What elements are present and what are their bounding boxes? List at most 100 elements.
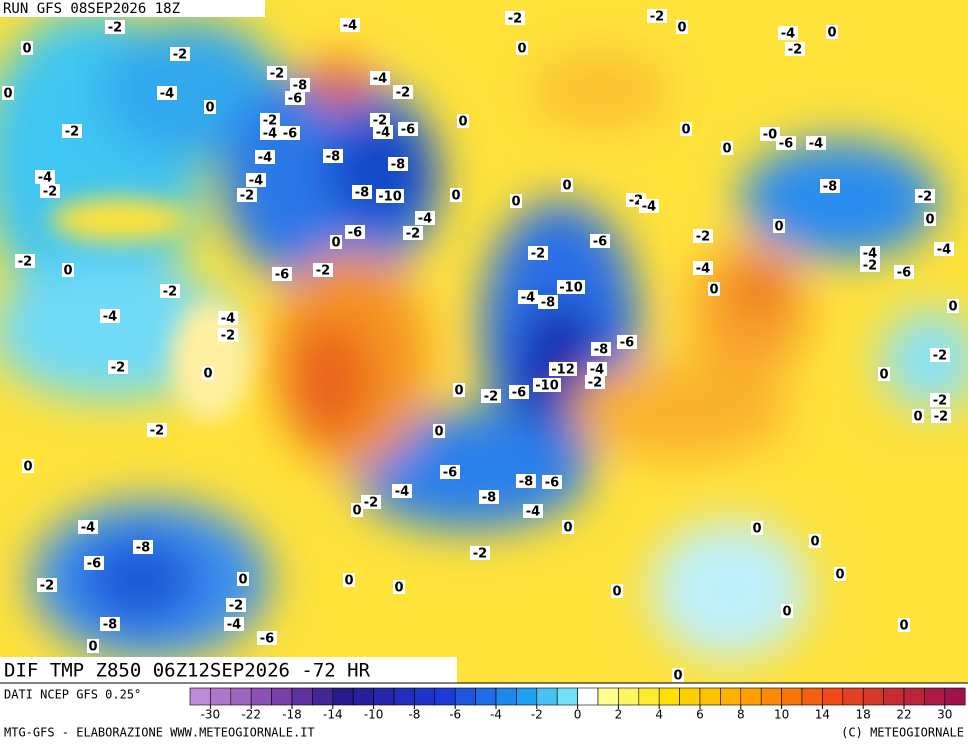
- label-bg: [280, 126, 300, 140]
- colorbar-swatch: [740, 687, 762, 706]
- colorbar-swatch: [271, 687, 293, 706]
- label-bg: [100, 617, 120, 631]
- label-bg: [170, 47, 190, 61]
- contour-label: -8: [482, 491, 496, 506]
- colorbar-swatch: [862, 687, 884, 706]
- contour-label: 0: [752, 522, 761, 537]
- contour-label: 0: [563, 521, 572, 536]
- colorbar-swatch: [230, 687, 252, 706]
- contour-label: 0: [925, 213, 934, 228]
- label-bg: [931, 409, 951, 423]
- contour-label: -4: [249, 174, 263, 189]
- contour-label: -4: [863, 247, 877, 262]
- contour-label: 0: [810, 535, 819, 550]
- label-bg: [393, 85, 413, 99]
- colorbar-swatch: [577, 687, 599, 706]
- contour-label: -6: [897, 266, 911, 281]
- contour-label: -12: [551, 363, 575, 378]
- label-bg: [934, 242, 954, 256]
- colorbar-tick-label: -14: [323, 708, 343, 722]
- colorbar-swatch: [414, 687, 436, 706]
- colorbar-swatch: [760, 687, 782, 706]
- label-bg: [510, 194, 522, 208]
- label-bg: [930, 393, 950, 407]
- run-title: RUN GFS 08SEP2026 18Z: [3, 1, 180, 17]
- contour-label: -2: [406, 227, 420, 242]
- colorbar-tick-label: -8: [408, 708, 420, 722]
- colorbar-swatch: [822, 687, 844, 706]
- contour-label: 0: [3, 87, 12, 102]
- label-bg: [204, 100, 216, 114]
- label-bg: [721, 141, 733, 155]
- contour-label: -6: [283, 127, 297, 142]
- colorbar-tick-label: -6: [449, 708, 461, 722]
- contour-label: 0: [331, 236, 340, 251]
- label-bg: [290, 78, 310, 92]
- contour-label: -4: [373, 72, 387, 87]
- contour-label: 0: [673, 669, 682, 684]
- label-bg: [912, 409, 924, 423]
- label-bg: [915, 189, 935, 203]
- label-bg: [343, 573, 355, 587]
- label-bg: [585, 375, 605, 389]
- colorbar-swatch: [638, 687, 660, 706]
- label-bg: [202, 366, 214, 380]
- label-bg: [898, 618, 910, 632]
- contour-label: -10: [378, 190, 402, 205]
- colorbar-tick-label: -10: [364, 708, 384, 722]
- label-bg: [35, 170, 55, 184]
- contour-label: -4: [38, 171, 52, 186]
- contour-label: -4: [937, 243, 951, 258]
- label-bg: [313, 263, 333, 277]
- contour-label: -2: [473, 547, 487, 562]
- contour-label: -2: [270, 67, 284, 82]
- label-bg: [370, 113, 390, 127]
- contour-label: -6: [620, 336, 634, 351]
- contour-label: -8: [326, 150, 340, 165]
- colorbar-swatch: [332, 687, 354, 706]
- contour-label: 0: [344, 574, 353, 589]
- contour-label: -4: [590, 363, 604, 378]
- contour-label: -6: [545, 476, 559, 491]
- label-bg: [133, 540, 153, 554]
- label-bg: [285, 91, 305, 105]
- label-bg: [433, 424, 445, 438]
- label-bg: [450, 188, 462, 202]
- label-bg: [470, 546, 490, 560]
- colorbar-tick-label: -30: [201, 708, 221, 722]
- label-bg: [509, 385, 529, 399]
- contour-label: 0: [88, 640, 97, 655]
- map: [0, 0, 968, 683]
- label-bg: [781, 604, 793, 618]
- label-bg: [693, 261, 713, 275]
- label-bg: [518, 290, 538, 304]
- label-bg: [773, 219, 785, 233]
- contour-label: -2: [788, 43, 802, 58]
- colorbar-swatch: [495, 687, 517, 706]
- contour-label: -2: [934, 410, 948, 425]
- contour-label: -6: [593, 235, 607, 250]
- label-bg: [388, 157, 408, 171]
- contour-label: -4: [809, 137, 823, 152]
- contour-label: -2: [240, 189, 254, 204]
- label-bg: [505, 11, 525, 25]
- label-bg: [351, 503, 363, 517]
- contour-label: 0: [352, 504, 361, 519]
- colorbar-swatch: [944, 687, 966, 706]
- label-bg: [376, 189, 404, 203]
- contour-label: -6: [260, 632, 274, 647]
- contour-label: -2: [18, 255, 32, 270]
- contour-label: -2: [508, 12, 522, 27]
- label-bg: [561, 178, 573, 192]
- label-bg: [62, 263, 74, 277]
- product-title: DIF TMP Z850 06Z12SEP2026 -72 HR: [4, 660, 371, 682]
- contour-labels: -20 -20 -40-2-4-2-20-2-4 -4-2-2 0-20-4-8-6-2…: [2, 9, 959, 684]
- contour-label: 0: [681, 123, 690, 138]
- label-bg: [40, 184, 60, 198]
- label-bg: [834, 567, 846, 581]
- contour-label: 0: [835, 568, 844, 583]
- label-bg: [924, 212, 936, 226]
- contour-label: 0: [454, 384, 463, 399]
- contour-label: 0: [22, 42, 31, 57]
- label-bg: [246, 173, 266, 187]
